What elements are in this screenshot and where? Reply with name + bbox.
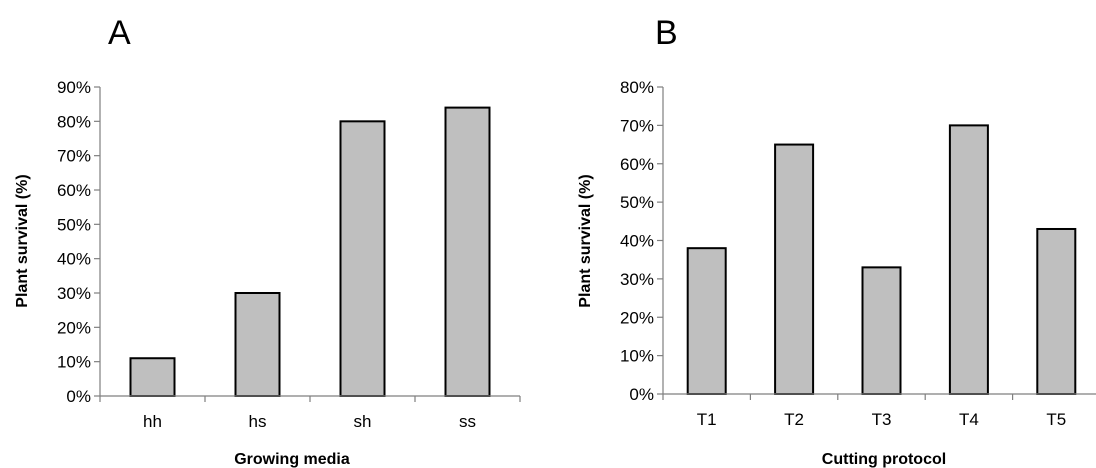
panel-label: A — [108, 14, 131, 52]
y-axis-title: Plant survival (%) — [14, 174, 31, 307]
x-tick-label: T1 — [697, 410, 717, 429]
y-tick-labels: 0% 10% 20% 30% 40% 50% 60% 70% 80% 90% — [57, 78, 91, 406]
x-tick-labels: T1 T2 T3 T4 T5 — [697, 410, 1066, 429]
bar — [339, 120, 386, 397]
x-tick-label: T5 — [1046, 410, 1066, 429]
y-tick-label: 40% — [620, 232, 654, 251]
bar — [948, 124, 989, 395]
y-tick-label: 30% — [620, 270, 654, 289]
bar — [861, 266, 902, 395]
bar — [774, 143, 815, 395]
bars — [129, 106, 491, 398]
y-tick-labels: 0% 10% 20% 30% 40% 50% 60% 70% 80% — [620, 78, 654, 404]
y-tick-label: 30% — [57, 284, 91, 303]
bar — [444, 106, 491, 397]
y-tick-label: 80% — [620, 78, 654, 97]
y-axis-title: Plant survival (%) — [577, 174, 594, 307]
x-tick-labels: hh hs sh ss — [143, 412, 476, 431]
x-tick-label: hs — [249, 412, 267, 431]
y-tick-label: 60% — [57, 181, 91, 200]
x-tick-label: ss — [459, 412, 476, 431]
y-tick-label: 40% — [57, 250, 91, 269]
y-tick-label: 50% — [620, 193, 654, 212]
bar — [234, 292, 281, 397]
y-tick-label: 70% — [620, 116, 654, 135]
y-tick-label: 10% — [57, 353, 91, 372]
y-tick-label: 60% — [620, 155, 654, 174]
x-axis-title: Growing media — [234, 451, 350, 468]
x-axis-title: Cutting protocol — [822, 451, 946, 468]
bars — [686, 124, 1077, 395]
x-tick-label: T3 — [872, 410, 892, 429]
panel-label: B — [655, 14, 678, 52]
chart-panel-b: B Plant survival (%) Cutting protocol 0%… — [577, 14, 1096, 468]
y-tick-label: 50% — [57, 215, 91, 234]
y-tick-label: 90% — [57, 78, 91, 97]
y-tick-label: 70% — [57, 147, 91, 166]
bar — [129, 357, 176, 398]
x-tick-label: sh — [354, 412, 372, 431]
chart-panel-a: A Plant survival (%) Growing media 0% 10%… — [14, 14, 521, 468]
y-tick-label: 20% — [57, 318, 91, 337]
y-tick-label: 0% — [629, 385, 654, 404]
axes — [657, 86, 1096, 400]
x-tick-label: hh — [143, 412, 162, 431]
y-tick-label: 20% — [620, 308, 654, 327]
y-tick-label: 10% — [620, 347, 654, 366]
bar — [1036, 227, 1077, 395]
axes — [94, 86, 521, 402]
x-tick-label: T4 — [959, 410, 979, 429]
x-tick-label: T2 — [784, 410, 804, 429]
y-tick-label: 0% — [66, 387, 91, 406]
bar — [686, 247, 727, 395]
y-tick-label: 80% — [57, 112, 91, 131]
